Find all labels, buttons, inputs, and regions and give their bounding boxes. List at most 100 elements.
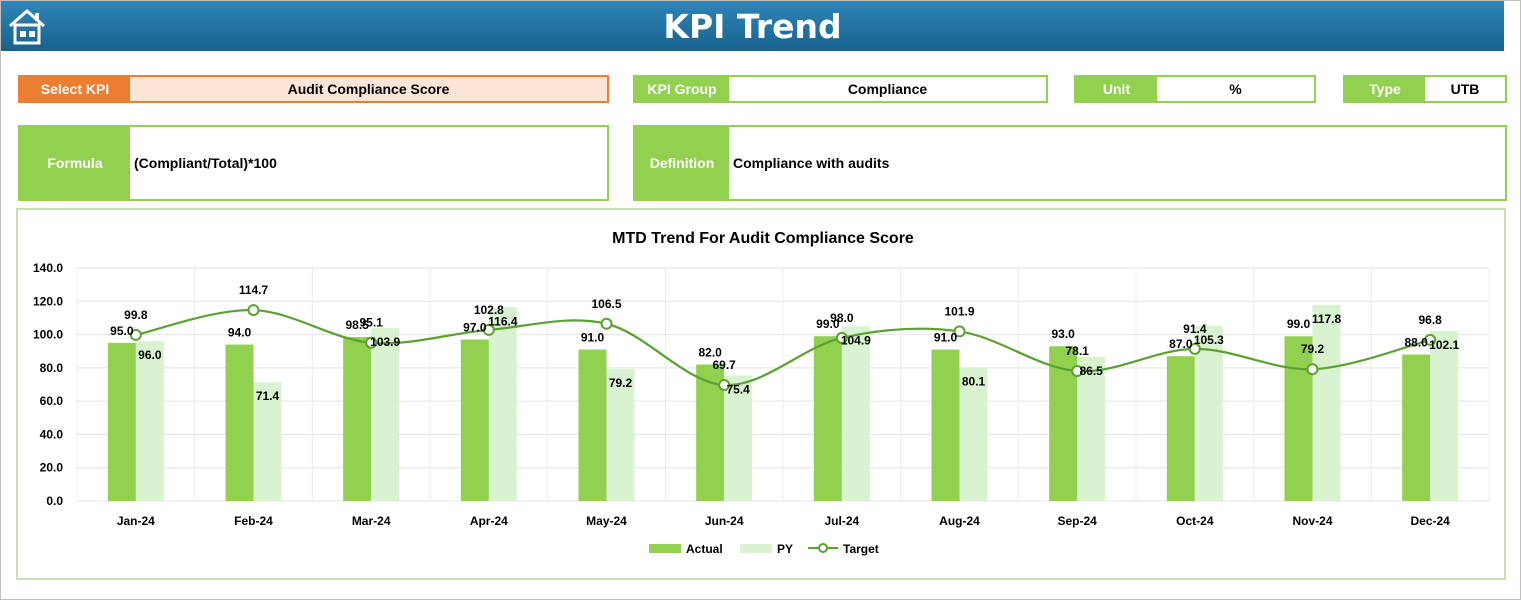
data-label-py: 86.5 bbox=[1079, 364, 1103, 378]
definition-label: Definition bbox=[635, 127, 729, 199]
select-kpi-dropdown[interactable]: Audit Compliance Score bbox=[287, 81, 450, 97]
data-label-target: 102.8 bbox=[474, 303, 504, 317]
y-tick-label: 40.0 bbox=[40, 427, 64, 441]
bar-actual bbox=[343, 337, 372, 501]
type-label: Type bbox=[1345, 77, 1425, 101]
data-label-actual: 82.0 bbox=[698, 346, 722, 360]
type-value: UTB bbox=[1450, 81, 1480, 97]
x-tick-label: Jun-24 bbox=[705, 514, 744, 528]
bar-actual bbox=[225, 344, 254, 501]
page-title: KPI Trend bbox=[663, 7, 842, 46]
data-label-actual: 97.0 bbox=[463, 321, 487, 335]
y-tick-label: 20.0 bbox=[40, 461, 64, 475]
mtd-trend-chart: MTD Trend For Audit Compliance Score 0.0… bbox=[33, 230, 1490, 556]
x-tick-label: Nov-24 bbox=[1292, 514, 1332, 528]
data-label-target: 78.1 bbox=[1065, 344, 1089, 358]
legend-label-actual: Actual bbox=[686, 542, 723, 556]
select-kpi-label: Select KPI bbox=[20, 77, 130, 101]
data-label-actual: 94.0 bbox=[228, 326, 252, 340]
data-label-actual: 99.0 bbox=[1287, 317, 1311, 331]
legend-marker-target bbox=[818, 543, 828, 553]
data-label-py: 102.1 bbox=[1429, 338, 1459, 352]
data-label-actual: 91.0 bbox=[934, 331, 958, 345]
definition-box: Definition Compliance with audits bbox=[633, 125, 1507, 201]
data-label-target: 95.1 bbox=[359, 316, 383, 330]
unit-label: Unit bbox=[1076, 77, 1157, 101]
data-label-target: 79.2 bbox=[1301, 342, 1325, 356]
target-point bbox=[129, 328, 142, 341]
x-tick-label: Jan-24 bbox=[117, 514, 155, 528]
data-label-py: 116.4 bbox=[488, 314, 518, 328]
chart-container: MTD Trend For Audit Compliance Score 0.0… bbox=[16, 208, 1506, 580]
bar-py bbox=[488, 307, 517, 501]
data-label-actual: 88.0 bbox=[1404, 336, 1428, 350]
data-label-py: 75.4 bbox=[726, 383, 750, 397]
bar-py bbox=[1194, 325, 1223, 501]
data-label-target: 101.9 bbox=[944, 304, 974, 318]
target-series-line bbox=[135, 309, 1431, 387]
data-label-target: 106.5 bbox=[591, 297, 621, 311]
data-label-target: 69.7 bbox=[712, 358, 736, 372]
x-tick-label: Mar-24 bbox=[352, 514, 391, 528]
bar-actual bbox=[460, 339, 489, 501]
legend-label-py: PY bbox=[777, 542, 793, 556]
x-tick-label: Oct-24 bbox=[1176, 514, 1214, 528]
x-tick-label: Aug-24 bbox=[939, 514, 980, 528]
data-label-actual: 93.0 bbox=[1051, 327, 1075, 341]
x-tick-label: Jul-24 bbox=[824, 514, 859, 528]
formula-value: (Compliant/Total)*100 bbox=[134, 155, 277, 171]
x-tick-label: May-24 bbox=[586, 514, 627, 528]
data-label-py: 117.8 bbox=[1312, 312, 1342, 326]
target-point bbox=[953, 325, 966, 338]
type-field: Type UTB bbox=[1343, 75, 1507, 103]
data-label-actual: 98.5 bbox=[345, 318, 369, 332]
legend-label-target: Target bbox=[843, 542, 879, 556]
bar-py bbox=[1077, 357, 1106, 501]
data-label-actual: 95.0 bbox=[110, 324, 134, 338]
formula-label: Formula bbox=[20, 127, 130, 199]
target-point bbox=[1306, 363, 1319, 376]
x-tick-label: Sep-24 bbox=[1057, 514, 1097, 528]
data-label-py: 71.4 bbox=[256, 389, 280, 403]
y-tick-label: 60.0 bbox=[40, 394, 64, 408]
chart-title: MTD Trend For Audit Compliance Score bbox=[612, 230, 914, 247]
data-label-target: 98.0 bbox=[830, 311, 854, 325]
target-point bbox=[1071, 365, 1084, 378]
bar-py bbox=[253, 382, 282, 501]
y-tick-label: 80.0 bbox=[40, 361, 64, 375]
formula-box: Formula (Compliant/Total)*100 bbox=[18, 125, 609, 201]
data-label-py: 104.9 bbox=[841, 333, 871, 347]
home-icon[interactable] bbox=[6, 6, 48, 46]
bar-actual bbox=[1284, 336, 1313, 501]
target-point bbox=[718, 378, 731, 391]
data-label-py: 105.3 bbox=[1194, 333, 1224, 347]
data-label-target: 96.8 bbox=[1418, 313, 1442, 327]
y-tick-label: 120.0 bbox=[33, 294, 63, 308]
data-label-py: 96.0 bbox=[138, 348, 162, 362]
bar-py bbox=[841, 326, 870, 501]
x-tick-label: Feb-24 bbox=[234, 514, 273, 528]
bar-actual bbox=[931, 349, 960, 501]
bar-actual bbox=[1166, 356, 1195, 501]
unit-value: % bbox=[1229, 81, 1242, 97]
data-label-target: 114.7 bbox=[239, 283, 269, 297]
kpi-group-value: Compliance bbox=[847, 81, 928, 97]
definition-value: Compliance with audits bbox=[733, 155, 890, 171]
bar-py bbox=[959, 367, 988, 501]
bar-py bbox=[606, 369, 635, 501]
y-tick-label: 140.0 bbox=[33, 261, 63, 275]
kpi-group-field: KPI Group Compliance bbox=[633, 75, 1048, 103]
bar-actual bbox=[1402, 354, 1431, 501]
x-tick-label: Dec-24 bbox=[1410, 514, 1450, 528]
data-label-target: 91.4 bbox=[1183, 322, 1207, 336]
legend-swatch-py bbox=[740, 544, 772, 553]
bar-actual bbox=[107, 342, 136, 501]
bar-py bbox=[371, 328, 400, 501]
target-point bbox=[835, 331, 848, 344]
y-tick-label: 100.0 bbox=[33, 328, 63, 342]
bar-py bbox=[724, 375, 753, 501]
data-label-py: 80.1 bbox=[962, 375, 986, 389]
bar-py bbox=[135, 341, 164, 501]
bar-actual bbox=[578, 349, 607, 501]
unit-field: Unit % bbox=[1074, 75, 1316, 103]
